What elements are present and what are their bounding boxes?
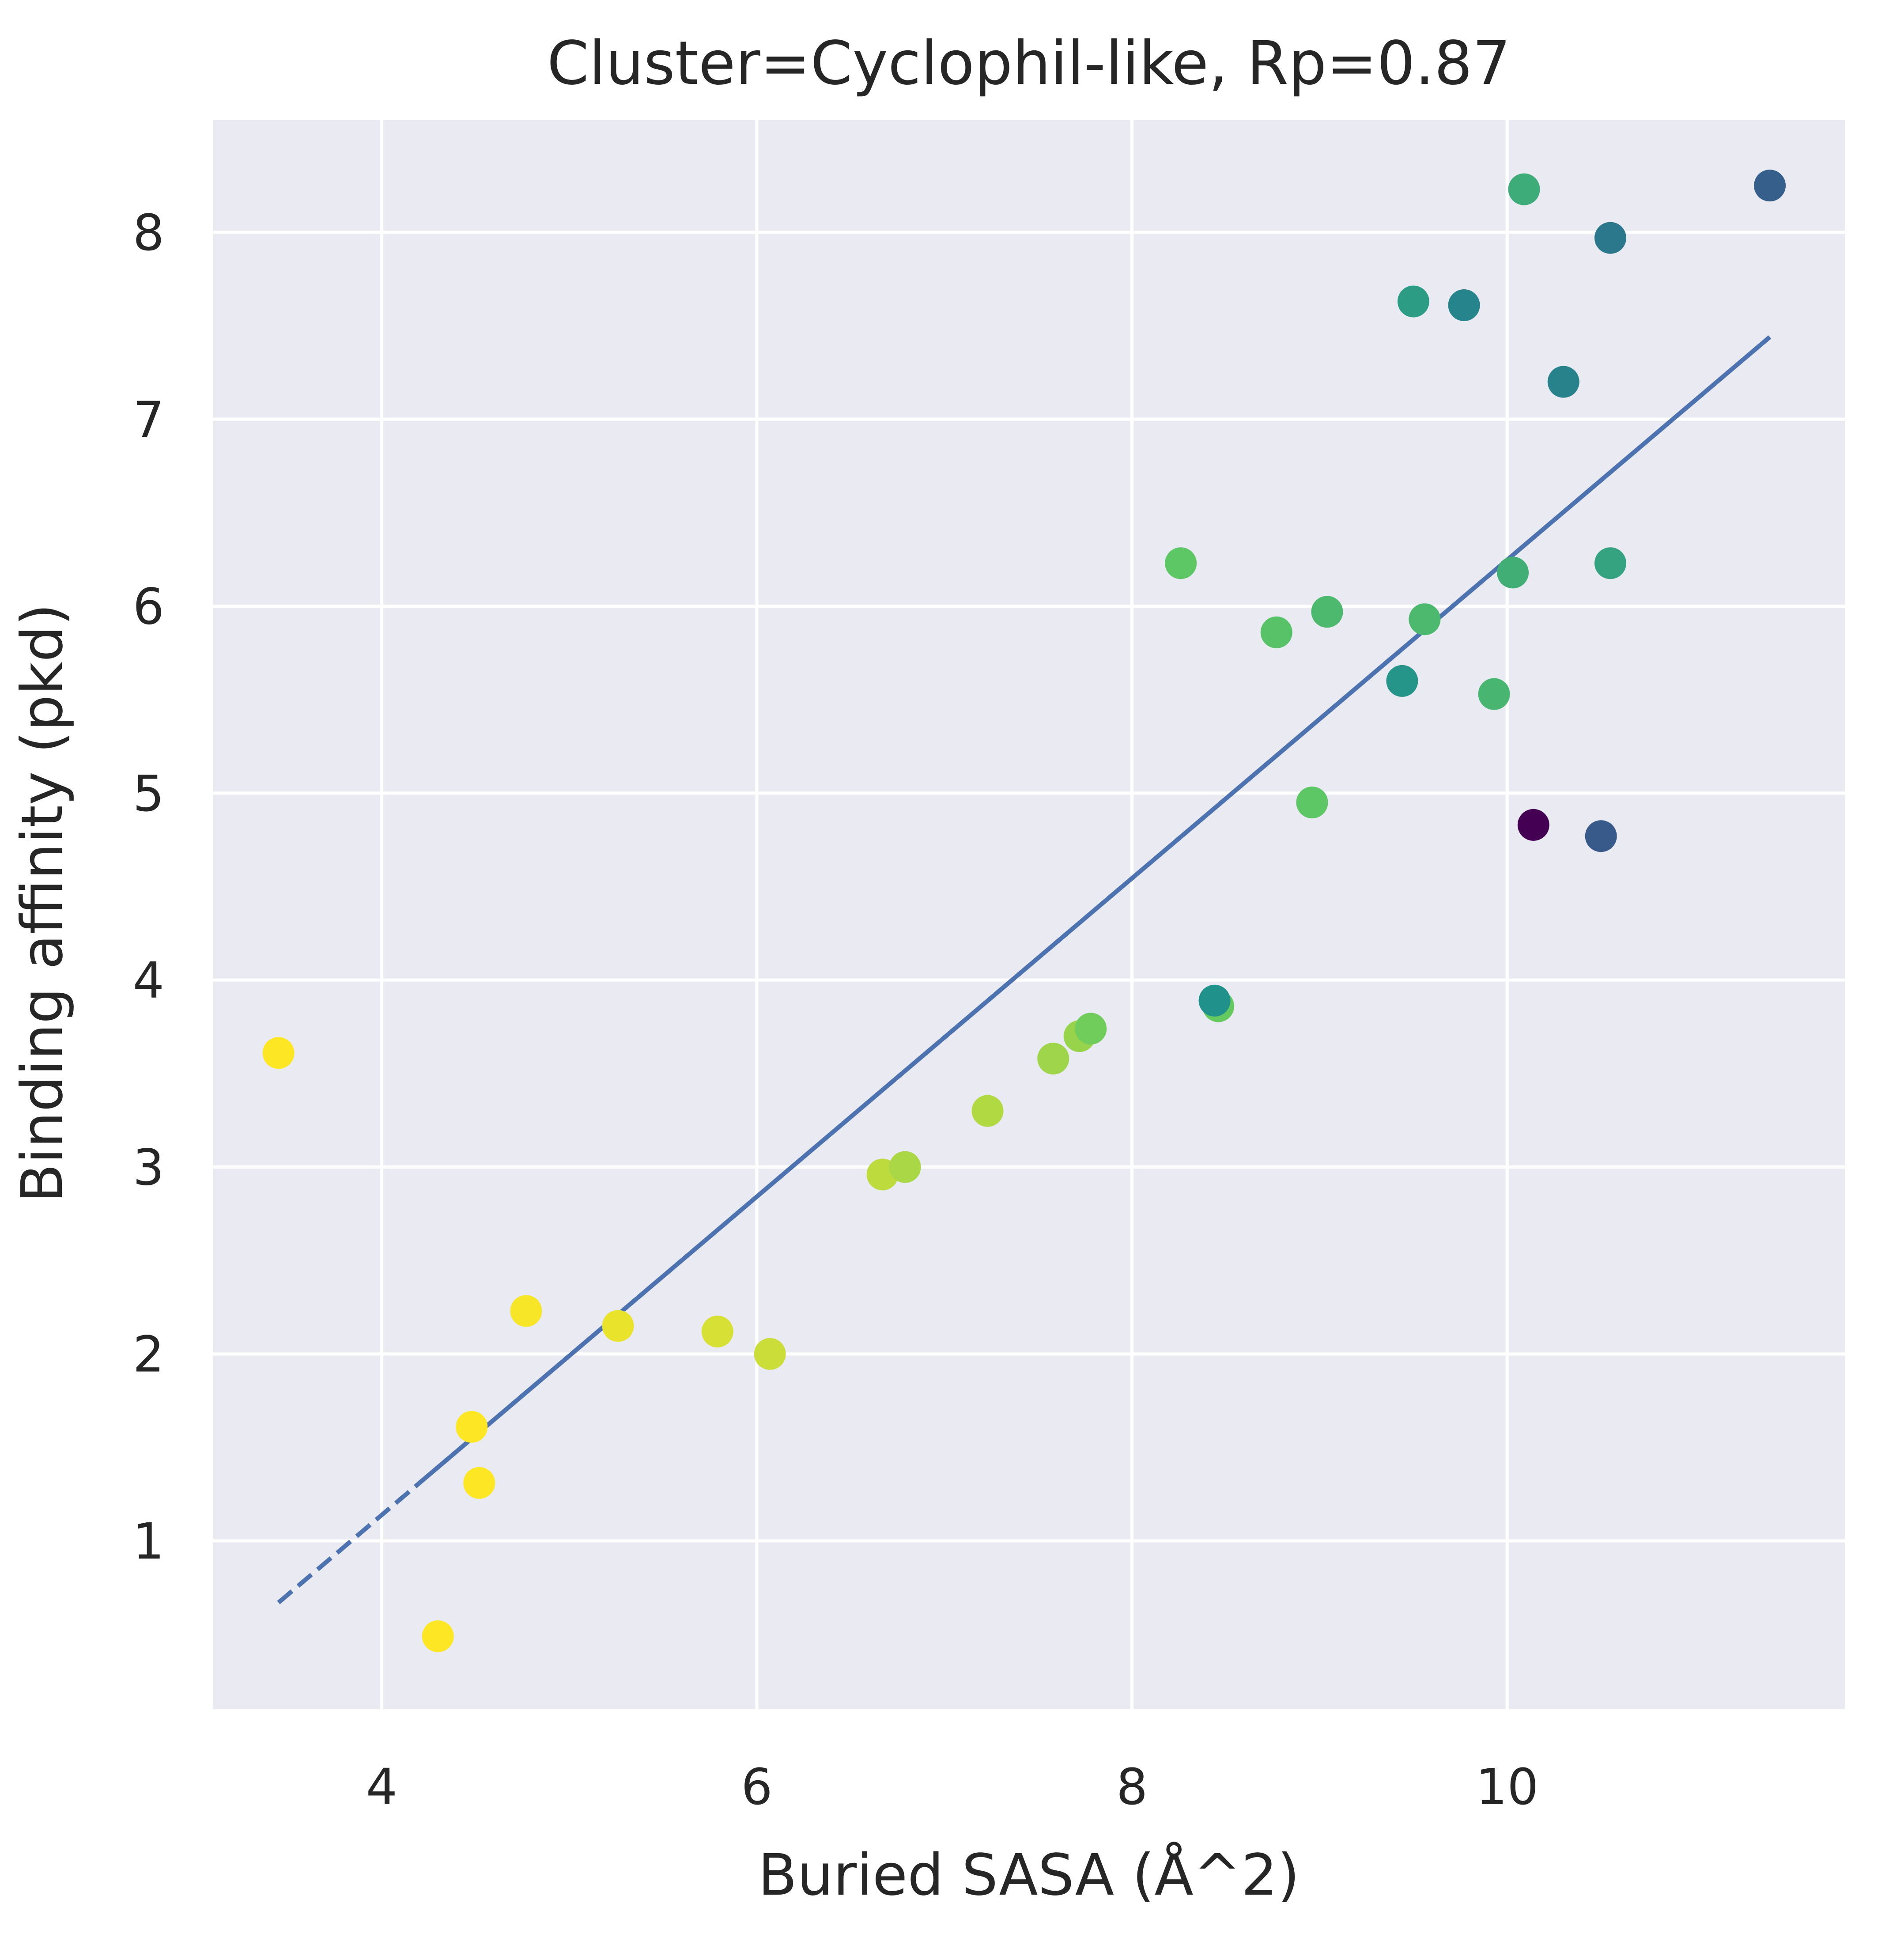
- data-point: [1409, 603, 1441, 636]
- y-tick-label: 1: [133, 1513, 164, 1570]
- data-point: [889, 1151, 921, 1183]
- data-point: [1585, 820, 1617, 852]
- data-points: [262, 170, 1786, 1652]
- regression-line-solid: [418, 335, 1772, 1485]
- data-point: [1547, 366, 1579, 398]
- data-point: [1311, 596, 1343, 628]
- x-tick-label: 6: [741, 1759, 772, 1816]
- y-tick-labels: 1 2 3 4 5 6 7 8: [133, 204, 164, 1570]
- data-point: [754, 1338, 786, 1370]
- data-point: [1397, 285, 1429, 318]
- y-tick-label: 3: [133, 1139, 164, 1196]
- data-point: [1754, 170, 1786, 202]
- x-tick-label: 4: [366, 1759, 397, 1816]
- data-point: [262, 1037, 295, 1069]
- grid-lines: [213, 120, 1845, 1709]
- data-point: [1508, 173, 1540, 205]
- data-point: [1517, 809, 1549, 841]
- data-point: [1075, 1013, 1107, 1045]
- y-tick-label: 8: [133, 204, 164, 262]
- data-point: [510, 1295, 542, 1327]
- y-tick-label: 4: [133, 952, 164, 1010]
- data-point: [463, 1467, 495, 1499]
- y-tick-label: 5: [133, 765, 164, 823]
- data-point: [1260, 616, 1292, 648]
- regression-line-dashed: [277, 1481, 421, 1604]
- data-point: [456, 1411, 488, 1443]
- x-axis-label: Buried SASA (Å^2): [758, 1842, 1300, 1908]
- data-point: [1386, 665, 1418, 697]
- data-point: [422, 1620, 454, 1652]
- chart-title: Cluster=Cyclophil-like, Rp=0.87: [547, 29, 1511, 98]
- data-point: [1198, 984, 1231, 1017]
- data-point: [1037, 1042, 1069, 1075]
- regression-line: [277, 335, 1772, 1604]
- y-axis-label: Binding affinity (pkd): [9, 604, 76, 1203]
- y-tick-label: 6: [133, 579, 164, 636]
- y-tick-label: 2: [133, 1326, 164, 1384]
- x-tick-label: 8: [1116, 1759, 1148, 1816]
- x-tick-labels: 4 6 8 10: [366, 1759, 1539, 1816]
- data-point: [1594, 547, 1626, 579]
- x-tick-label: 10: [1476, 1759, 1539, 1816]
- data-point: [971, 1095, 1004, 1127]
- y-tick-label: 7: [133, 391, 164, 449]
- data-point: [701, 1315, 733, 1347]
- data-point: [602, 1310, 634, 1342]
- data-point: [1478, 678, 1510, 710]
- data-point: [1594, 222, 1626, 254]
- plot-area: [213, 120, 1845, 1709]
- data-point: [1296, 787, 1328, 819]
- data-point: [1448, 289, 1480, 322]
- data-point: [1497, 556, 1529, 589]
- data-point: [1165, 547, 1197, 579]
